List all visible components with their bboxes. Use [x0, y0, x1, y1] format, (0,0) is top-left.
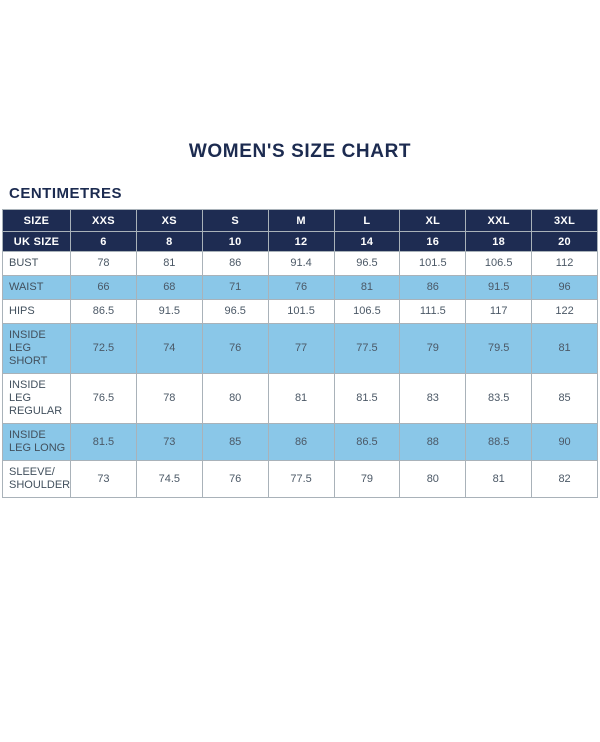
row-label-cell: HIPS: [2, 299, 71, 324]
row-label-cell: WAIST: [2, 275, 71, 300]
value-cell: 81: [135, 251, 203, 276]
value-cell: 83: [399, 373, 467, 424]
value-cell: 86.5: [333, 423, 401, 461]
value-cell: 86: [201, 251, 269, 276]
unit-heading: CENTIMETRES: [9, 185, 123, 202]
value-cell: 76: [201, 323, 269, 374]
value-cell: 76: [201, 460, 269, 498]
value-cell: 81.5: [333, 373, 401, 424]
value-cell: 101.5: [267, 299, 335, 324]
value-cell: 90: [531, 423, 598, 461]
value-cell: 112: [531, 251, 598, 276]
value-cell: 72.5: [70, 323, 137, 374]
value-cell: 88: [399, 423, 467, 461]
value-cell: 81: [267, 373, 335, 424]
value-cell: 68: [135, 275, 203, 300]
size-header-cell: 3XL: [531, 209, 598, 232]
table-row: INSIDE LEG REGULAR 76.5 78 80 81 81.5 83 83.5 85: [2, 373, 598, 424]
value-cell: 83.5: [465, 373, 533, 424]
uk-size-cell: 6: [70, 231, 137, 252]
value-cell: 78: [70, 251, 137, 276]
value-cell: 91.4: [267, 251, 335, 276]
table-row: INSIDE LEG SHORT 72.5 74 76 77 77.5 79 79.5 81: [2, 323, 598, 374]
uk-size-cell: 18: [465, 231, 533, 252]
value-cell: 106.5: [333, 299, 401, 324]
size-header-cell: XXS: [70, 209, 137, 232]
row-label-cell: INSIDE LEG REGULAR: [2, 373, 71, 424]
value-cell: 77.5: [333, 323, 401, 374]
uk-size-cell: 16: [399, 231, 467, 252]
size-header-cell: L: [333, 209, 401, 232]
value-cell: 80: [399, 460, 467, 498]
value-cell: 79: [333, 460, 401, 498]
table-header: SIZE XXS XS S M L XL XXL 3XL UK SIZE 6 8 10 12 14 16 18…: [2, 209, 598, 252]
size-chart-page: WOMEN'S SIZE CHART CENTIMETRES SIZE XXS XS…: [0, 142, 600, 498]
value-cell: 73: [135, 423, 203, 461]
size-header-cell: XXL: [465, 209, 533, 232]
value-cell: 78: [135, 373, 203, 424]
row-label-cell: SLEEVE/ SHOULDER: [2, 460, 71, 498]
value-cell: 77.5: [267, 460, 335, 498]
value-cell: 81: [465, 460, 533, 498]
value-cell: 80: [201, 373, 269, 424]
value-cell: 73: [70, 460, 137, 498]
value-cell: 86: [399, 275, 467, 300]
value-cell: 101.5: [399, 251, 467, 276]
table-row: SLEEVE/ SHOULDER 73 74.5 76 77.5 79 80 81 82: [2, 460, 598, 498]
value-cell: 91.5: [135, 299, 203, 324]
value-cell: 85: [201, 423, 269, 461]
value-cell: 66: [70, 275, 137, 300]
value-cell: 81.5: [70, 423, 137, 461]
table-body: BUST 78 81 86 91.4 96.5 101.5 106.5 112 WAIST 66 68…: [2, 251, 598, 498]
value-cell: 91.5: [465, 275, 533, 300]
size-chart-table: SIZE XXS XS S M L XL XXL 3XL UK SIZE 6 8 10 12 14 16 18…: [2, 209, 598, 498]
value-cell: 111.5: [399, 299, 467, 324]
row-label-cell: INSIDE LEG LONG: [2, 423, 71, 461]
row-label-cell: BUST: [2, 251, 71, 276]
page-title: WOMEN'S SIZE CHART: [188, 141, 412, 162]
uk-size-cell: 20: [531, 231, 598, 252]
uk-size-cell: 12: [267, 231, 335, 252]
value-cell: 79: [399, 323, 467, 374]
table-row: INSIDE LEG LONG 81.5 73 85 86 86.5 88 88.5 90: [2, 423, 598, 461]
size-header-row: SIZE XXS XS S M L XL XXL 3XL: [2, 209, 598, 232]
value-cell: 88.5: [465, 423, 533, 461]
size-header-cell: M: [267, 209, 335, 232]
value-cell: 76.5: [70, 373, 137, 424]
size-header-label: SIZE: [2, 209, 71, 232]
value-cell: 96.5: [201, 299, 269, 324]
size-header-cell: XL: [399, 209, 467, 232]
value-cell: 74: [135, 323, 203, 374]
value-cell: 86.5: [70, 299, 137, 324]
value-cell: 81: [333, 275, 401, 300]
size-header-cell: XS: [135, 209, 203, 232]
uk-size-cell: 14: [333, 231, 401, 252]
table-row: BUST 78 81 86 91.4 96.5 101.5 106.5 112: [2, 251, 598, 276]
value-cell: 71: [201, 275, 269, 300]
value-cell: 76: [267, 275, 335, 300]
value-cell: 74.5: [135, 460, 203, 498]
value-cell: 79.5: [465, 323, 533, 374]
row-label-cell: INSIDE LEG SHORT: [2, 323, 71, 374]
value-cell: 117: [465, 299, 533, 324]
value-cell: 86: [267, 423, 335, 461]
value-cell: 122: [531, 299, 598, 324]
uk-size-cell: 8: [135, 231, 203, 252]
value-cell: 82: [531, 460, 598, 498]
value-cell: 81: [531, 323, 598, 374]
table-row: HIPS 86.5 91.5 96.5 101.5 106.5 111.5 117 122: [2, 299, 598, 324]
value-cell: 96.5: [333, 251, 401, 276]
value-cell: 85: [531, 373, 598, 424]
uk-size-row: UK SIZE 6 8 10 12 14 16 18 20: [2, 231, 598, 252]
table-row: WAIST 66 68 71 76 81 86 91.5 96: [2, 275, 598, 300]
uk-size-cell: 10: [201, 231, 269, 252]
size-header-cell: S: [201, 209, 269, 232]
uk-size-label: UK SIZE: [2, 231, 71, 252]
value-cell: 77: [267, 323, 335, 374]
value-cell: 106.5: [465, 251, 533, 276]
value-cell: 96: [531, 275, 598, 300]
